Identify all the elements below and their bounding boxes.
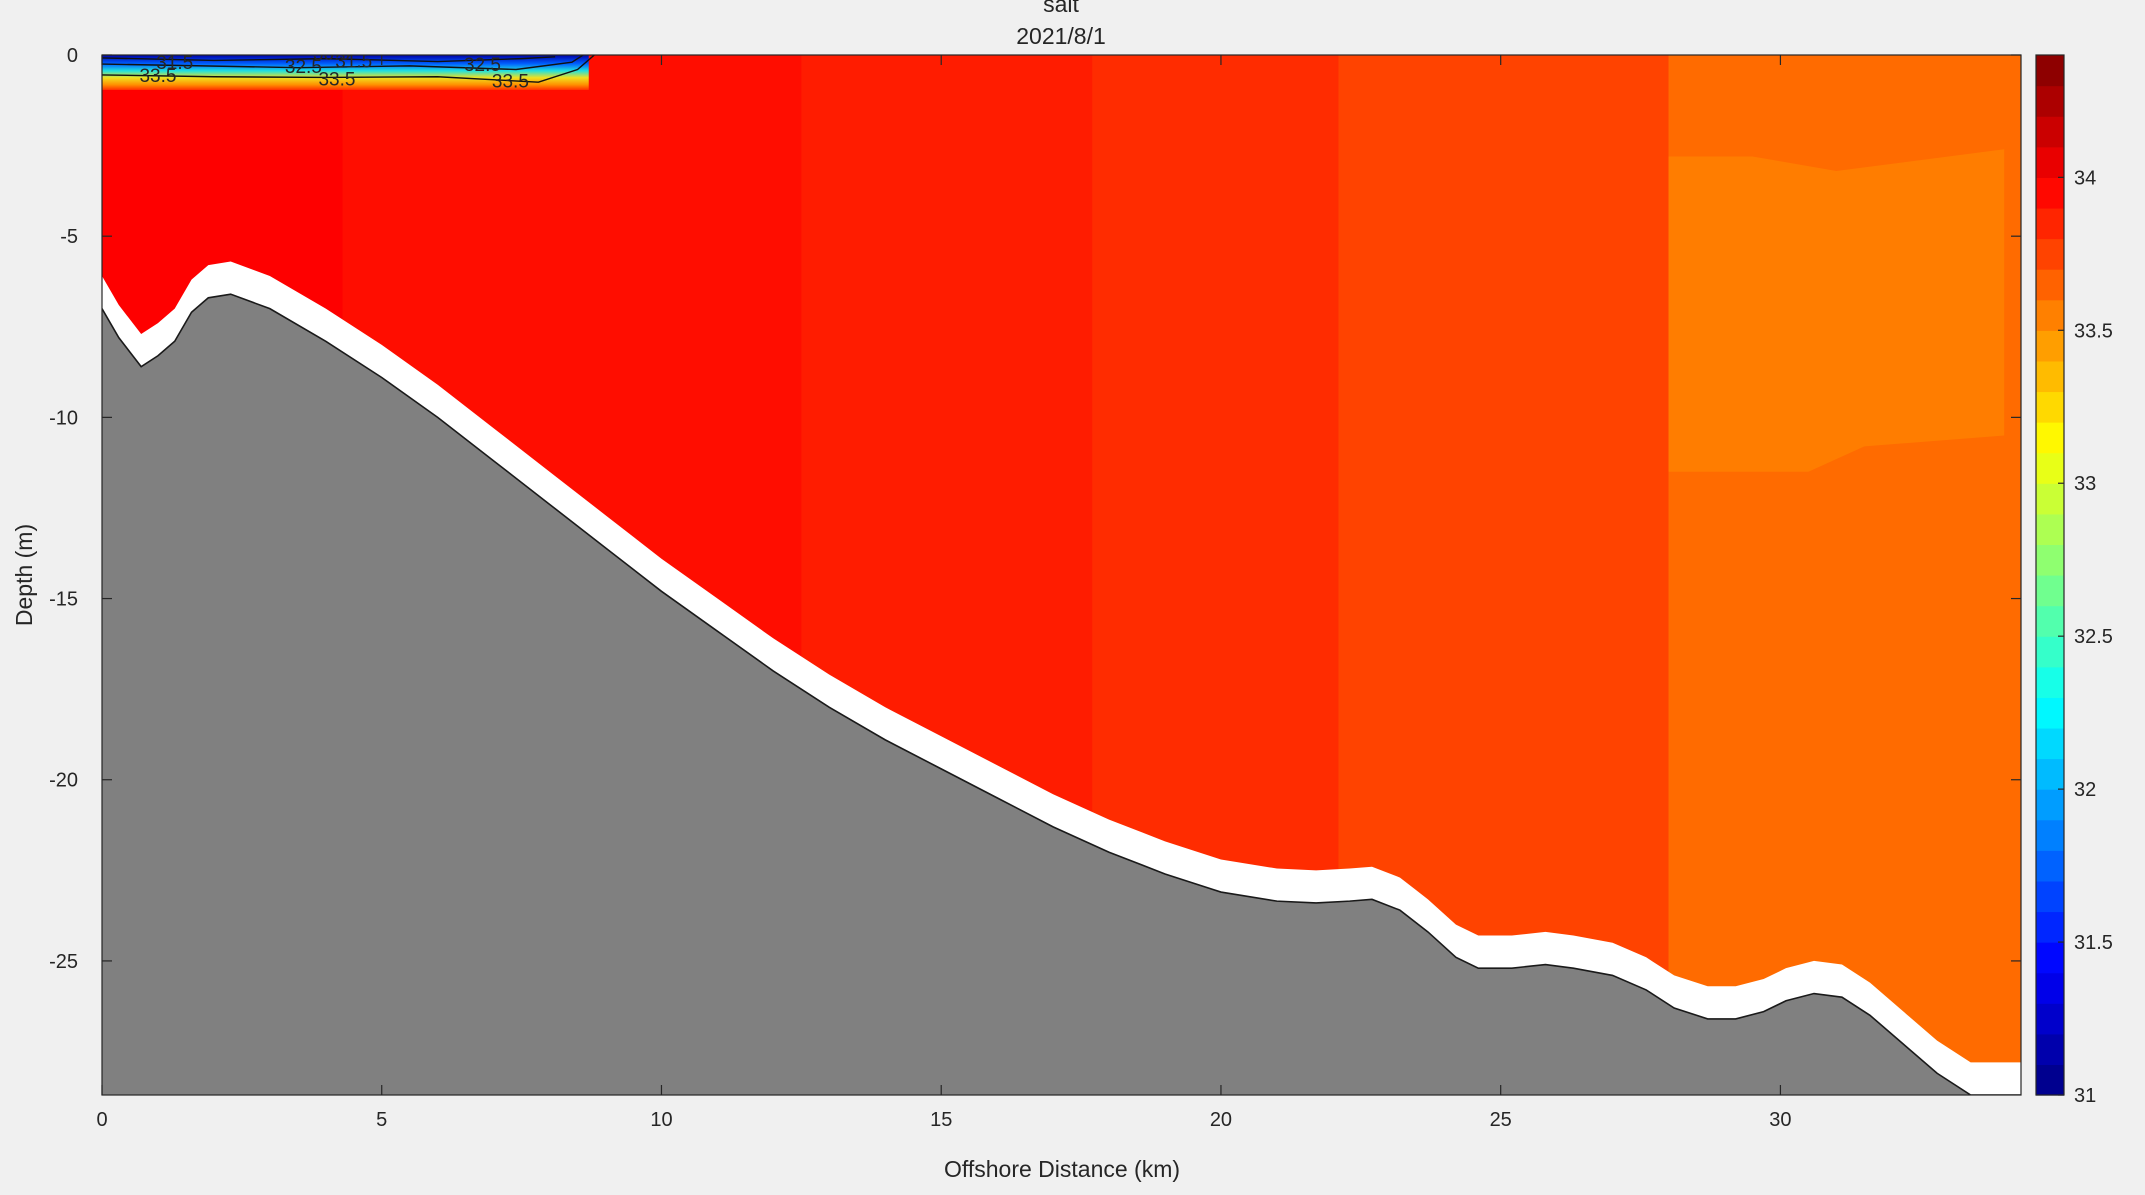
colorbar-segment bbox=[2036, 697, 2064, 729]
contour-lines: 30.531.5 32.5 31.5 32.533.5 33.5 33.5 bbox=[102, 44, 595, 92]
colorbar-segment bbox=[2036, 544, 2064, 576]
chart-title: salt bbox=[1043, 0, 1079, 17]
contour-label: 33.5 bbox=[492, 71, 529, 92]
x-tick-label: 30 bbox=[1769, 1109, 1791, 1131]
plot-area: 30.531.5 32.5 31.5 32.533.5 33.5 33.5 bbox=[102, 44, 2021, 1095]
colorbar-segment bbox=[2036, 636, 2064, 668]
colorbar-segment bbox=[2036, 55, 2064, 87]
colorbar-segment bbox=[2036, 972, 2064, 1004]
contour-label: 32.5 bbox=[285, 57, 322, 78]
colorbar-tick-label: 31.5 bbox=[2074, 932, 2113, 954]
seafloor-terrain bbox=[102, 293, 2021, 1095]
y-tick-label: 0 bbox=[67, 45, 78, 67]
y-axis-title: Depth (m) bbox=[11, 524, 37, 626]
colorbar-tick-label: 33 bbox=[2074, 473, 2096, 495]
colorbar-tick-label: 34 bbox=[2074, 167, 2096, 189]
colorbar-segment bbox=[2036, 911, 2064, 943]
colorbar-segment bbox=[2036, 819, 2064, 851]
colorbar-segment bbox=[2036, 330, 2064, 362]
colorbar-segment bbox=[2036, 1064, 2064, 1096]
colorbar-segment bbox=[2036, 666, 2064, 698]
colorbar-segment bbox=[2036, 360, 2064, 393]
contour-line bbox=[102, 55, 584, 71]
colorbar-segment bbox=[2036, 942, 2064, 974]
salinity-core-patch bbox=[1668, 149, 2005, 472]
colorbar-segment bbox=[2036, 269, 2064, 301]
x-tick-label: 10 bbox=[650, 1109, 672, 1131]
colorbar-segment bbox=[2036, 452, 2064, 484]
y-tick-label: -20 bbox=[49, 770, 78, 792]
colorbar-segment bbox=[2036, 146, 2064, 178]
y-tick-label: -15 bbox=[49, 589, 78, 611]
colorbar-segment bbox=[2036, 605, 2064, 637]
colorbar-segment bbox=[2036, 1033, 2064, 1066]
colorbar-tick-label: 31 bbox=[2074, 1085, 2096, 1107]
x-tick-label: 25 bbox=[1490, 1109, 1512, 1131]
x-axis-title: Offshore Distance (km) bbox=[944, 1156, 1180, 1182]
seafloor-fill bbox=[102, 294, 2021, 1095]
colorbar-segment bbox=[2036, 727, 2064, 760]
contour-label: 32.5 bbox=[464, 55, 501, 76]
x-axis: 0 5 10 15 20 25 30 bbox=[96, 55, 1792, 1131]
colorbar-segment bbox=[2036, 85, 2064, 117]
colorbar-segment bbox=[2036, 116, 2064, 148]
colorbar-segment bbox=[2036, 238, 2064, 270]
plot-title-group: salt 2021/8/1 bbox=[1016, 0, 1106, 49]
colorbar-segment bbox=[2036, 299, 2064, 331]
colorbar-frame bbox=[2035, 54, 2065, 1096]
colorbar-segment bbox=[2036, 880, 2064, 913]
y-tick-label: -25 bbox=[49, 951, 78, 973]
colorbar-tick-label: 33.5 bbox=[2074, 320, 2113, 342]
surface-fresh-layer bbox=[102, 55, 589, 90]
plot-frame bbox=[101, 54, 2022, 1096]
colorbar-segment bbox=[2036, 789, 2064, 821]
colorbar-segment bbox=[2036, 758, 2064, 790]
colorbar-segment bbox=[2036, 850, 2064, 882]
y-axis: 0 -5 -10 -15 -20 -25 bbox=[49, 45, 2021, 973]
contour-label: 31.5 bbox=[156, 53, 193, 74]
x-tick-label: 5 bbox=[376, 1109, 387, 1131]
y-tick-label: -10 bbox=[49, 407, 78, 429]
colorbar-segment bbox=[2036, 513, 2064, 546]
colorbar-segment bbox=[2036, 575, 2064, 607]
colorbar-segment bbox=[2036, 177, 2064, 209]
chart-subtitle: 2021/8/1 bbox=[1016, 23, 1106, 49]
x-tick-label: 15 bbox=[930, 1109, 952, 1131]
colorbar-segment bbox=[2036, 483, 2064, 515]
x-tick-label: 20 bbox=[1210, 1109, 1232, 1131]
colorbar-tick-label: 32 bbox=[2074, 779, 2096, 801]
seafloor-outline bbox=[102, 293, 2021, 1095]
colorbar-segment bbox=[2036, 391, 2064, 423]
colorbar-segment bbox=[2036, 1003, 2064, 1035]
colorbar-segment bbox=[2036, 422, 2064, 454]
colorbar-tick-label: 32.5 bbox=[2074, 626, 2113, 648]
contour-label: 30.5 bbox=[313, 44, 350, 65]
colorbar-segment bbox=[2036, 207, 2064, 240]
contour-label: 33.5 bbox=[139, 66, 176, 87]
contour-line bbox=[102, 55, 595, 83]
contour-label: 31.5 bbox=[335, 51, 372, 72]
colorbar: 31 31.5 32 32.5 33 33.5 34 bbox=[2035, 54, 2113, 1107]
x-tick-label: 0 bbox=[96, 1109, 107, 1131]
y-tick-label: -5 bbox=[60, 226, 78, 248]
contour-label: 33.5 bbox=[318, 70, 355, 91]
